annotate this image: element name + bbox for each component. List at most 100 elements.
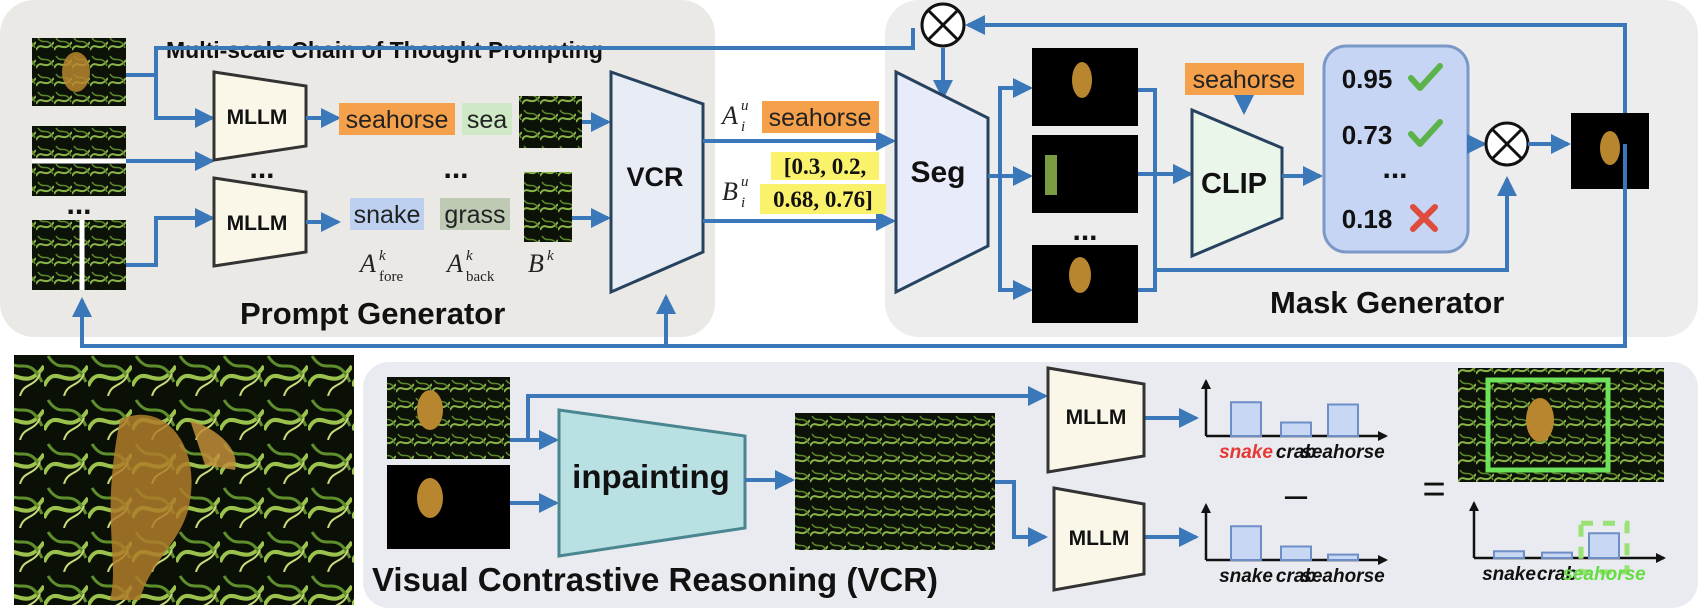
a-symbol: A xyxy=(720,101,738,130)
bbox-line1: [0.3, 0.2, xyxy=(784,154,866,179)
fore-chip-2 xyxy=(350,198,424,230)
score-value-3: 0.18 xyxy=(1342,204,1393,234)
notation-legend: A k fore A k back B k xyxy=(358,248,554,285)
mllm-label: MLLM xyxy=(227,212,288,235)
seg-label: Seg xyxy=(910,156,965,189)
score-list: 0.95 0.73 ... 0.18 xyxy=(1322,44,1470,254)
tick-label-seahorse: seahorse xyxy=(1301,566,1385,587)
highlight-bracket xyxy=(1578,520,1630,575)
a-superscript: u xyxy=(741,98,749,114)
seg-block: Seg xyxy=(894,69,990,295)
fore-chip-1 xyxy=(339,103,455,135)
bar-crab xyxy=(1280,545,1312,561)
vcr-block: VCR xyxy=(609,69,705,295)
bar-seahorse xyxy=(1327,553,1359,561)
b-subscript: i xyxy=(741,195,745,211)
bar-snake xyxy=(1493,550,1525,559)
vcr-input-image xyxy=(387,377,510,459)
inpainting-label: inpainting xyxy=(572,458,730,495)
seahorse-head-shape xyxy=(190,420,236,470)
grounded-image xyxy=(1458,368,1664,482)
clip-query: seahorse xyxy=(1193,66,1296,94)
tick-label-snake: snake xyxy=(1482,564,1536,585)
bar-seahorse xyxy=(1588,532,1620,559)
accepted-fore-term: seahorse xyxy=(769,104,872,132)
fore-subscript: fore xyxy=(379,269,403,285)
back-chip-1 xyxy=(462,103,512,135)
back-subscript: back xyxy=(466,269,495,285)
score-value-1: 0.95 xyxy=(1342,64,1393,94)
b-superscript: k xyxy=(547,248,554,264)
bar-seahorse xyxy=(1327,403,1359,437)
seahorse-shape xyxy=(417,390,443,430)
equals-sign: = xyxy=(1422,467,1445,511)
multiply-node-right xyxy=(1484,121,1530,167)
tick-label-seahorse: seahorse xyxy=(1301,442,1385,463)
seahorse-shape xyxy=(110,414,192,600)
tick-label-crab: crab xyxy=(1276,442,1317,463)
minus-sign: – xyxy=(1285,473,1308,517)
mllm-vcr-bottom: MLLM xyxy=(1052,486,1146,592)
tick-label-snake: snake xyxy=(1219,566,1273,587)
mllm-block-1: MLLM xyxy=(212,70,308,162)
b-symbol: B xyxy=(528,249,544,278)
bbox-crop-2 xyxy=(524,172,572,242)
vcr-output-labels: A u i seahorse B u i [0.3, 0.2, 0.68, 0.… xyxy=(720,98,886,214)
x-axis-arrow xyxy=(1378,431,1388,441)
vcr-mask-image xyxy=(387,465,510,549)
fore-term-1: seahorse xyxy=(346,106,449,134)
grounding-box xyxy=(1485,377,1611,473)
bbox-chip-line1 xyxy=(771,152,879,180)
mllm-label: MLLM xyxy=(227,106,288,129)
seahorse-shape xyxy=(1072,62,1092,98)
seahorse-shape xyxy=(1069,257,1091,293)
tick-label-crab: crab xyxy=(1276,566,1317,587)
seahorse-shape xyxy=(62,52,90,92)
seahorse-shape xyxy=(1526,398,1554,442)
prompt-generator-panel xyxy=(0,0,715,337)
input-crops: ... xyxy=(32,38,126,290)
bar-snake xyxy=(1230,525,1262,561)
accepted-fore-chip xyxy=(762,101,879,133)
mllm-label: MLLM xyxy=(1066,406,1127,429)
ellipsis: ... xyxy=(1072,214,1097,247)
a-superscript: k xyxy=(466,248,473,264)
seahorse-shape xyxy=(1600,131,1620,165)
back-chip-2 xyxy=(440,198,510,230)
x-axis-arrow xyxy=(1656,553,1666,563)
tick-label-seahorse: seahorse xyxy=(1562,564,1646,585)
a-superscript: k xyxy=(379,248,386,264)
multiply-node-top xyxy=(920,2,966,48)
fore-term-2: snake xyxy=(354,201,421,229)
inpainting-block: inpainting xyxy=(557,408,747,558)
bar-crab xyxy=(1541,551,1573,559)
mask-generator-title: Mask Generator xyxy=(1270,285,1504,320)
crop-image-3 xyxy=(32,220,126,290)
ellipsis: ... xyxy=(1382,152,1407,185)
ellipsis: ... xyxy=(443,152,468,185)
cross-icon xyxy=(1410,204,1438,232)
ellipsis: ... xyxy=(249,152,274,185)
bbox-crop-1 xyxy=(519,96,582,148)
bar-snake xyxy=(1230,401,1262,437)
inpainted-image xyxy=(795,413,995,550)
a-symbol: A xyxy=(358,249,376,278)
clip-query-chip xyxy=(1185,63,1304,95)
seahorse-shape xyxy=(417,478,443,518)
score-value-2: 0.73 xyxy=(1342,120,1393,150)
ellipsis: ... xyxy=(66,188,91,221)
check-icon xyxy=(1408,63,1443,91)
clip-block: CLIP xyxy=(1190,107,1284,259)
x-axis-arrow xyxy=(1378,555,1388,565)
y-axis-arrow xyxy=(1469,501,1479,511)
tick-label-crab: crab xyxy=(1537,564,1578,585)
check-icon xyxy=(1408,119,1443,147)
clip-label: CLIP xyxy=(1201,168,1267,200)
vcr-label: VCR xyxy=(626,162,683,192)
prompt-generator-title: Prompt Generator xyxy=(240,296,505,331)
b-superscript: u xyxy=(741,174,749,190)
vcr-panel xyxy=(363,362,1698,608)
vcr-title: Visual Contrastive Reasoning (VCR) xyxy=(372,561,938,598)
mllm-vcr-top: MLLM xyxy=(1046,366,1146,474)
